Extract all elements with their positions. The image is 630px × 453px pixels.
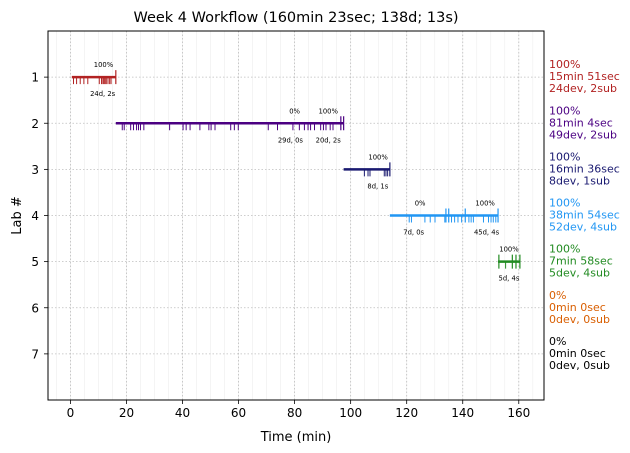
lab-3-annotation: 8d, 1s xyxy=(367,182,388,190)
lab-5-summary-line: 100% xyxy=(549,243,580,256)
lab-1-summary-line: 24dev, 2sub xyxy=(549,82,617,95)
lab-7-summary-line: 0% xyxy=(549,335,566,348)
lab-7-summary-line: 0min 0sec xyxy=(549,347,606,360)
lab-2-summary-line: 81min 4sec xyxy=(549,116,613,129)
axes: 0 20 40 60 80 100 120 140 160 1 2 3 4 5 6 7 xyxy=(31,71,530,420)
chart-title: Week 4 Workflow (160min 23sec; 138d; 13s… xyxy=(133,10,458,26)
lab-4-annotation: 0% xyxy=(415,200,426,208)
x-tick-label: 40 xyxy=(175,406,190,420)
y-axis-label: Lab # xyxy=(10,196,25,235)
lab-2-annotation: 0% xyxy=(289,107,300,115)
lab-2-annotation: 100% xyxy=(319,107,339,115)
lab-7-summary-line: 0dev, 0sub xyxy=(549,359,610,372)
lab-3-annotation: 100% xyxy=(368,153,388,161)
lab-1-summary-line: 15min 51sec xyxy=(549,70,620,83)
lab-6-summary-line: 0min 0sec xyxy=(549,301,606,314)
lab-4-annotation: 7d, 0s xyxy=(403,229,424,237)
lab-2-summary-line: 49dev, 2sub xyxy=(549,128,617,141)
x-tick-label: 100 xyxy=(339,406,362,420)
y-tick-label: 2 xyxy=(31,117,39,131)
x-tick-label: 20 xyxy=(119,406,134,420)
lab-3-summary-line: 8dev, 1sub xyxy=(549,174,610,187)
y-tick-label: 6 xyxy=(31,301,39,315)
lab-3-summary-line: 100% xyxy=(549,150,580,163)
lab-4-summary-line: 52dev, 4sub xyxy=(549,221,617,234)
lab-5-summary-line: 7min 58sec xyxy=(549,255,613,268)
y-tick-label: 5 xyxy=(31,255,39,269)
x-tick-label: 80 xyxy=(287,406,302,420)
x-tick-label: 120 xyxy=(395,406,418,420)
lab-1-annotation: 24d, 2s xyxy=(90,90,116,98)
x-tick-label: 160 xyxy=(507,406,530,420)
x-tick-label: 60 xyxy=(231,406,246,420)
lab-4-summary-line: 100% xyxy=(549,197,580,210)
lab-2-annotation: 29d, 0s xyxy=(278,136,304,144)
x-tick-label: 140 xyxy=(451,406,474,420)
y-tick-label: 3 xyxy=(31,163,39,177)
lab-2-summary-line: 100% xyxy=(549,104,580,117)
lab-5-summary-line: 5dev, 4sub xyxy=(549,267,610,280)
plot-marks: 100% 24d, 2s 0% 29d, 0s 100% 20d, 2s 100% 8d, 1… xyxy=(71,61,521,283)
lab-1-annotation: 100% xyxy=(94,61,114,69)
lab-5-annotation: 5d, 4s xyxy=(499,275,520,283)
x-axis-label: Time (min) xyxy=(260,430,332,445)
grid xyxy=(48,31,544,400)
lab-4-annotation: 100% xyxy=(475,200,495,208)
y-tick-label: 1 xyxy=(31,71,39,85)
lab-3-summary-line: 16min 36sec xyxy=(549,162,620,175)
lab-4-summary-line: 38min 54sec xyxy=(549,209,620,222)
lab-2-annotation: 20d, 2s xyxy=(316,136,342,144)
lab-6-summary-line: 0% xyxy=(549,289,566,302)
y-tick-label: 4 xyxy=(31,209,39,223)
lab-5-annotation: 100% xyxy=(499,246,519,254)
x-tick-label: 0 xyxy=(67,406,75,420)
lab-6-summary-line: 0dev, 0sub xyxy=(549,313,610,326)
lab-4-annotation: 45d, 4s xyxy=(474,229,500,237)
lab-1-summary-line: 100% xyxy=(549,58,580,71)
y-tick-label: 7 xyxy=(31,347,39,361)
